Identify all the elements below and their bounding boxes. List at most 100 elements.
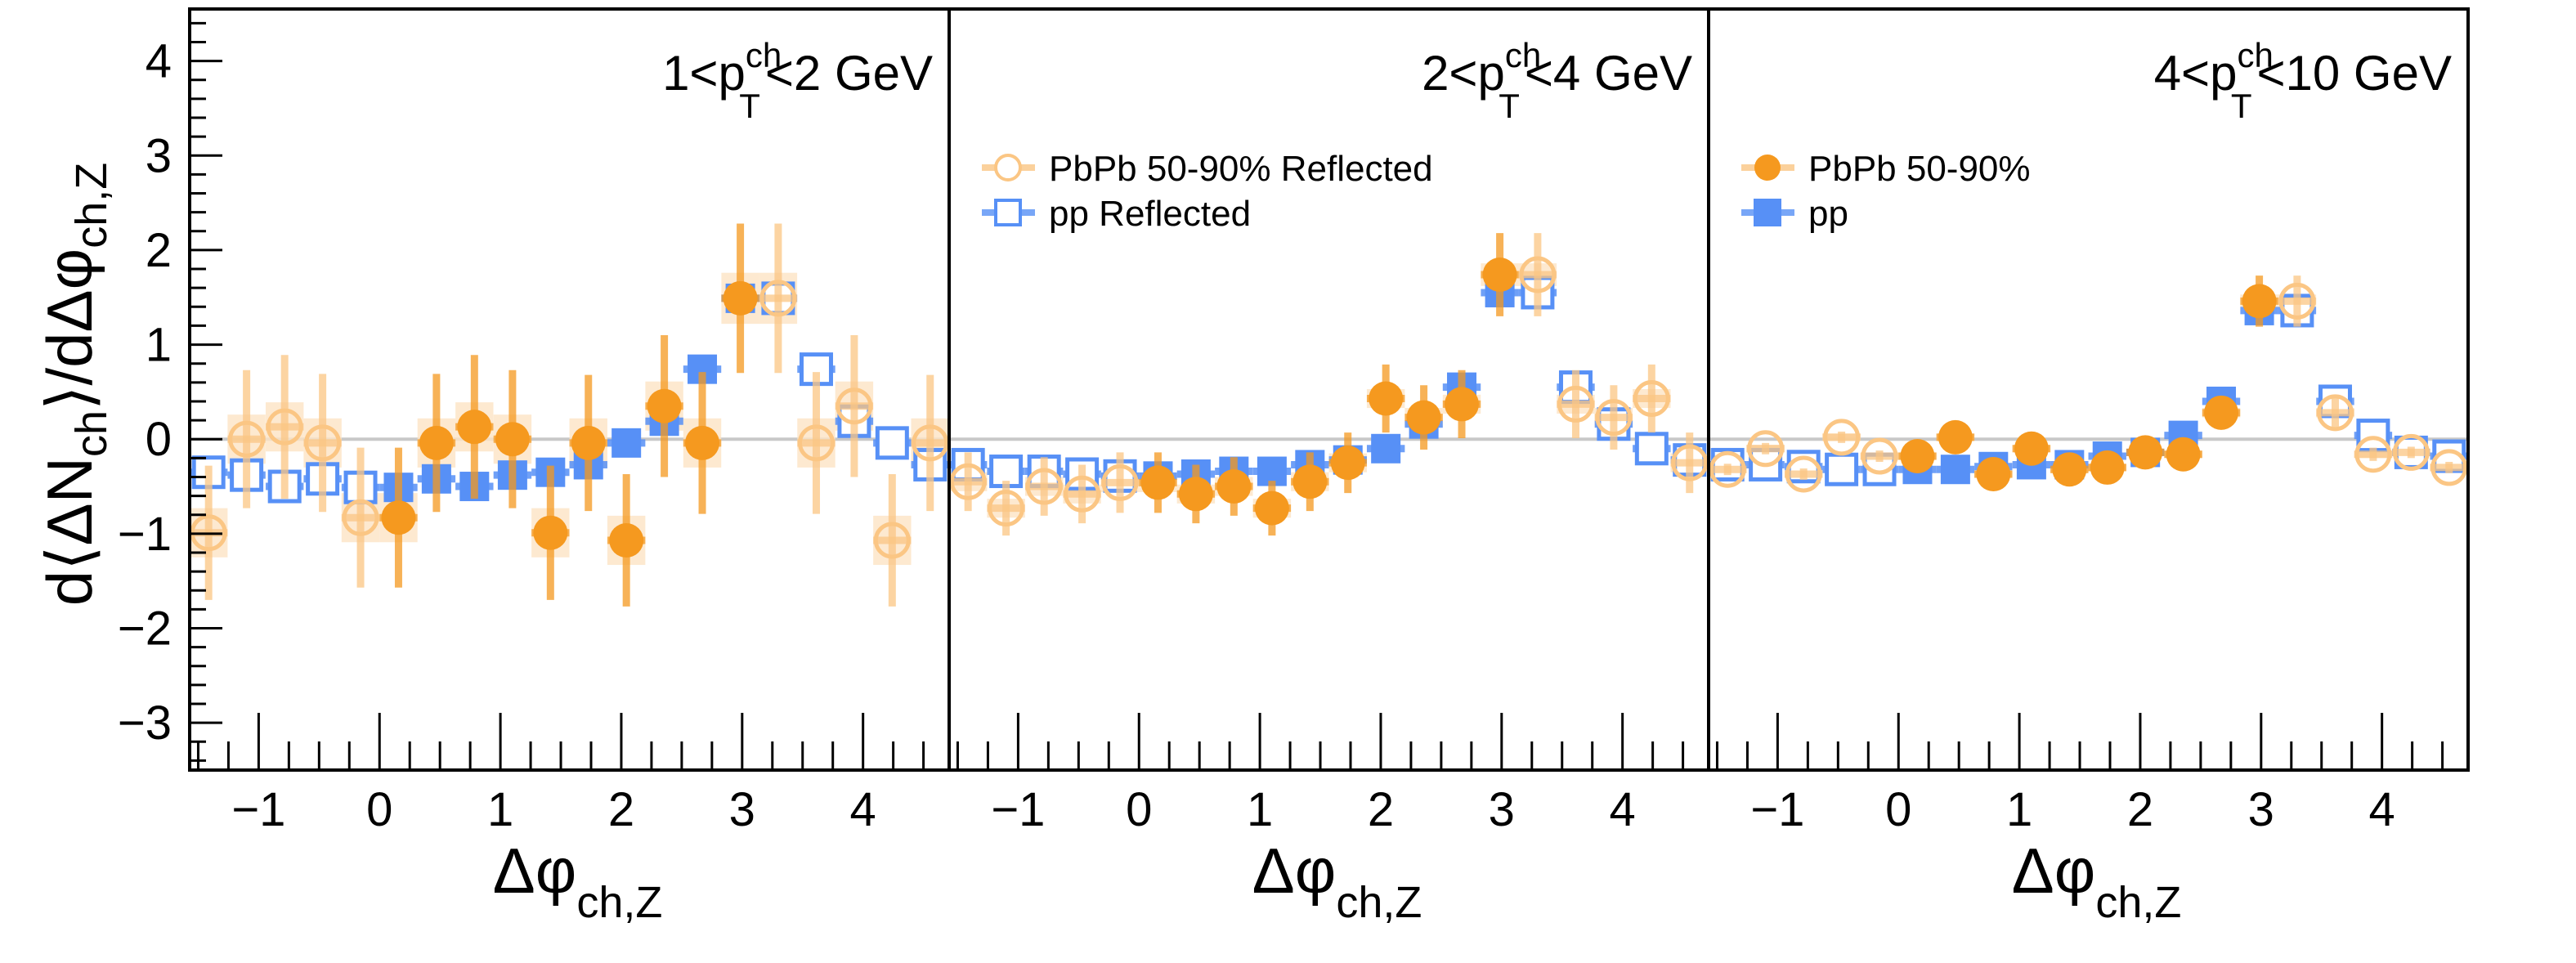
x-tick-label: −1 — [991, 783, 1045, 836]
y-tick-label: 4 — [146, 35, 172, 88]
legend-label: pp Reflected — [1049, 194, 1251, 234]
pbpb-marker — [1900, 439, 1935, 474]
y-title-main: d⟨ΔN — [34, 457, 105, 606]
pbpb-reflected-marker — [949, 463, 987, 500]
panel-frame — [1707, 7, 2470, 772]
y-tick-label: −2 — [118, 602, 172, 656]
pbpb-reflected-marker — [304, 424, 342, 462]
y-title-sub1: ch — [67, 410, 116, 457]
panel-label-part: <4 GeV — [1525, 46, 1692, 101]
y-tick-label: 2 — [146, 224, 172, 277]
pbpb-marker — [1482, 257, 1517, 292]
x-axis-title: Δφch,Z — [493, 835, 663, 927]
x-tick-label: 4 — [850, 783, 876, 836]
x-tick-label: 3 — [2248, 783, 2274, 836]
pbpb-reflected-marker — [912, 424, 949, 462]
pbpb-marker — [2166, 437, 2201, 472]
x-tick-label: 0 — [366, 783, 392, 836]
legend-label: pp — [1808, 194, 1848, 234]
pbpb-marker — [457, 410, 492, 445]
pbpb-reflected-marker — [1101, 464, 1139, 501]
pbpb-marker — [2128, 435, 2163, 470]
pbpb-reflected-marker — [342, 499, 379, 536]
panel-label-part: ch — [2237, 36, 2273, 74]
pp-marker — [612, 428, 642, 458]
pbpb-reflected-marker — [1861, 437, 1898, 475]
pbpb-reflected-marker — [836, 387, 873, 425]
y-title-mid: ⟩/dΔφ — [34, 249, 105, 410]
x-tick-label: 1 — [2006, 783, 2032, 836]
y-tick-label: 1 — [146, 319, 172, 372]
legend-label: PbPb 50-90% — [1808, 149, 2031, 189]
pbpb-marker — [1216, 469, 1252, 504]
pbpb-marker — [495, 422, 530, 457]
pbpb-reflected-marker — [1747, 430, 1785, 468]
pbpb-marker — [609, 522, 644, 558]
pbpb-reflected-marker — [1709, 450, 1746, 488]
pbpb-marker — [1178, 477, 1213, 512]
panel-label-part: T — [1499, 87, 1520, 125]
x-tick-label: 1 — [1247, 783, 1273, 836]
pp-reflected-marker — [1825, 452, 1859, 486]
pbpb-marker — [647, 388, 682, 423]
legend-entry: PbPb 50-90% — [1741, 149, 2031, 189]
pbpb-reflected-marker — [2354, 436, 2392, 473]
x-tick-label: 3 — [1489, 783, 1515, 836]
x-title-sub: ch,Z — [1336, 878, 1422, 927]
y-title-sub2: ch,Z — [67, 163, 116, 249]
x-title-sub: ch,Z — [2095, 878, 2181, 927]
legend-entry: pp Reflected — [982, 194, 1251, 234]
pbpb-reflected-marker — [1671, 444, 1709, 482]
panel-label: 2<pch T<4 GeV — [1422, 36, 1692, 125]
pbpb-reflected-marker — [1785, 455, 1822, 493]
panel-label-part: <2 GeV — [765, 46, 933, 101]
x-axis-title: Δφch,Z — [2012, 835, 2182, 927]
pbpb-marker — [1330, 446, 1365, 481]
pbpb-marker — [2014, 431, 2049, 466]
pbpb-marker — [1254, 490, 1289, 526]
y-tick-label: 3 — [146, 129, 172, 182]
x-title-main: Δφ — [493, 835, 577, 907]
legend-entry: PbPb 50-90% Reflected — [982, 149, 1433, 189]
y-tick-label: −1 — [118, 508, 172, 561]
panel-label-part: ch — [746, 36, 782, 74]
pbpb-reflected-marker — [797, 424, 835, 462]
pp-reflected-marker — [2356, 419, 2390, 453]
pbpb-marker — [1140, 465, 1176, 500]
pbpb-reflected-marker — [228, 420, 266, 458]
open-circle-icon — [994, 154, 1022, 181]
x-title-sub: ch,Z — [576, 878, 662, 927]
pbpb-marker — [533, 515, 568, 550]
filled-square-icon — [1754, 199, 1781, 226]
panel-1: −1 0 1 2 3 4 Δφch,Z 1<pch T<2 GeV — [188, 7, 951, 927]
pbpb-reflected-marker — [2316, 394, 2354, 432]
pbpb-reflected-marker — [1519, 256, 1557, 293]
y-axis-title: d⟨ΔNch⟩/dΔφch,Z — [34, 163, 116, 607]
pbpb-reflected-marker — [266, 408, 303, 446]
pbpb-marker — [1406, 400, 1441, 435]
pp-marker — [1940, 455, 1970, 485]
x-tick-label: −1 — [1750, 783, 1804, 836]
open-square-icon — [994, 199, 1022, 226]
y-tick-label: 0 — [146, 413, 172, 466]
pbpb-marker — [381, 500, 416, 535]
pbpb-marker — [419, 425, 454, 460]
pbpb-reflected-marker — [988, 490, 1025, 527]
panel-label-part: T — [2231, 87, 2252, 125]
x-tick-label: −1 — [231, 783, 285, 836]
legend-entry: pp — [1741, 194, 1848, 234]
y-tick-label: −3 — [118, 696, 172, 750]
legend-label: PbPb 50-90% Reflected — [1049, 149, 1433, 189]
panel-label-part: T — [739, 87, 760, 125]
x-tick-label: 2 — [1368, 783, 1394, 836]
pbpb-reflected-marker — [1595, 399, 1633, 437]
x-tick-label: 2 — [2127, 783, 2153, 836]
panel-label-part: 1<p — [662, 46, 746, 101]
pbpb-marker — [2242, 284, 2277, 319]
pp-reflected-marker — [1634, 432, 1669, 466]
pbpb-reflected-marker — [1557, 385, 1594, 423]
panel-label: 4<pch T<10 GeV — [2154, 36, 2452, 125]
pbpb-marker — [571, 425, 606, 460]
x-axis-title: Δφch,Z — [1252, 835, 1422, 927]
